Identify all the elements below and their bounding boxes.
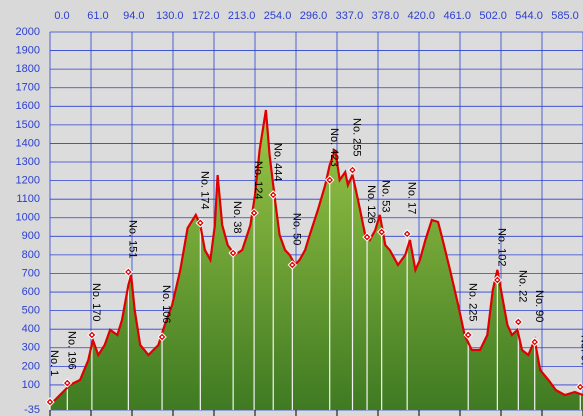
y-tick-label: 1900 bbox=[16, 44, 40, 56]
point-marker-center bbox=[579, 385, 582, 389]
point-marker-center bbox=[48, 400, 52, 404]
y-tick-label: 1300 bbox=[16, 156, 40, 168]
point-marker-center bbox=[127, 270, 130, 274]
point-marker-center bbox=[291, 263, 294, 267]
point-label: No. 444 bbox=[271, 143, 283, 182]
y-tick-label: 900 bbox=[22, 230, 40, 242]
y-tick-label: 500 bbox=[22, 305, 40, 317]
point-label: No. 102 bbox=[495, 228, 507, 267]
point-marker-center bbox=[90, 333, 94, 337]
x-tick-label: 502.0 bbox=[479, 10, 507, 22]
point-label: No. 255 bbox=[351, 118, 363, 157]
y-tick-label: 200 bbox=[22, 360, 40, 372]
y-tick-label: -35 bbox=[24, 404, 40, 416]
point-label: No. 126 bbox=[365, 185, 377, 224]
point-marker-center bbox=[272, 193, 275, 197]
point-marker-center bbox=[252, 211, 256, 215]
point-label: No. 196 bbox=[65, 331, 77, 370]
x-tick-label: 296.0 bbox=[300, 10, 328, 22]
point-label: No. 50 bbox=[290, 213, 302, 245]
point-label: No. 124 bbox=[252, 161, 264, 200]
x-tick-label: 213.0 bbox=[228, 10, 256, 22]
x-tick-label: 461.0 bbox=[443, 10, 471, 22]
point-marker-center bbox=[380, 230, 383, 234]
point-label: No. 1 bbox=[48, 350, 60, 376]
point-marker-center bbox=[365, 235, 369, 239]
profile-line bbox=[49, 109, 583, 406]
point-marker-center bbox=[199, 221, 202, 225]
point-label: No. 22 bbox=[516, 270, 528, 302]
point-label: No. 38 bbox=[231, 201, 243, 233]
y-tick-label: 2000 bbox=[16, 26, 40, 38]
x-tick-label: 254.0 bbox=[264, 10, 292, 22]
x-tick-label: 420.0 bbox=[408, 10, 436, 22]
y-tick-label: 1000 bbox=[16, 212, 40, 224]
point-label: No. 423 bbox=[328, 128, 340, 167]
y-tick-label: 600 bbox=[22, 286, 40, 298]
point-label: No. 97 bbox=[578, 335, 583, 367]
y-tick-label: 100 bbox=[22, 379, 40, 391]
y-tick-label: 1700 bbox=[16, 82, 40, 94]
point-marker-center bbox=[467, 333, 470, 337]
point-marker-center bbox=[66, 381, 69, 385]
x-tick-label: 337.0 bbox=[336, 10, 364, 22]
y-tick-label: 1400 bbox=[16, 137, 40, 149]
y-tick-label: 1800 bbox=[16, 63, 40, 75]
y-tick-label: 1500 bbox=[16, 119, 40, 131]
y-tick-label: 1200 bbox=[16, 175, 40, 187]
point-label: No. 151 bbox=[126, 220, 138, 259]
point-marker-center bbox=[517, 320, 520, 324]
point-marker-center bbox=[496, 278, 499, 282]
point-label: No. 17 bbox=[405, 182, 417, 214]
point-marker-center bbox=[160, 335, 164, 339]
y-tick-label: 1600 bbox=[16, 100, 40, 112]
y-tick-label: 300 bbox=[22, 342, 40, 354]
point-marker-center bbox=[231, 251, 235, 255]
y-tick-label: 400 bbox=[22, 323, 40, 335]
area-fill bbox=[50, 110, 583, 410]
x-tick-label: 130.0 bbox=[156, 10, 184, 22]
point-marker-center bbox=[533, 340, 536, 344]
x-tick-label: 61.0 bbox=[87, 10, 108, 22]
point-marker-center bbox=[328, 178, 331, 182]
point-label: No. 90 bbox=[533, 290, 545, 322]
y-tick-label: 700 bbox=[22, 267, 40, 279]
x-tick-label: 94.0 bbox=[123, 10, 144, 22]
x-tick-label: 0.0 bbox=[54, 10, 69, 22]
point-label: No. 170 bbox=[90, 283, 102, 322]
point-label: No. 106 bbox=[160, 285, 172, 324]
point-label: No. 174 bbox=[198, 171, 210, 210]
x-tick-label: 172.0 bbox=[192, 10, 220, 22]
point-label: No. 225 bbox=[466, 283, 478, 322]
y-tick-label: 800 bbox=[22, 249, 40, 261]
point-marker-center bbox=[351, 168, 354, 172]
point-marker-center bbox=[405, 232, 409, 236]
x-tick-label: 585.0 bbox=[551, 10, 579, 22]
point-label: No. 53 bbox=[380, 180, 392, 212]
x-tick-label: 378.0 bbox=[372, 10, 400, 22]
y-tick-label: 1100 bbox=[16, 193, 40, 205]
x-tick-label: 544.0 bbox=[515, 10, 543, 22]
